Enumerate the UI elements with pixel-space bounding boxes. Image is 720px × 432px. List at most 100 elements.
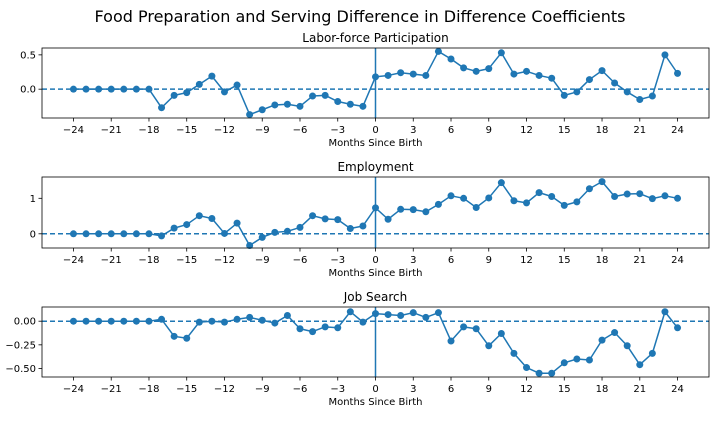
data-point bbox=[422, 208, 430, 216]
data-point bbox=[271, 101, 279, 109]
panel-title: Job Search bbox=[343, 290, 408, 304]
x-axis-label: Months Since Birth bbox=[328, 268, 422, 279]
data-point bbox=[460, 194, 468, 202]
data-point bbox=[158, 232, 166, 240]
data-point bbox=[95, 85, 103, 93]
data-point bbox=[69, 317, 77, 325]
x-tick-label: −6 bbox=[293, 384, 308, 395]
data-point bbox=[246, 313, 254, 321]
x-tick-label: −24 bbox=[63, 255, 84, 266]
data-point bbox=[472, 67, 480, 75]
x-tick-label: 15 bbox=[558, 125, 571, 136]
data-point bbox=[283, 100, 291, 108]
data-point bbox=[472, 325, 480, 333]
data-point bbox=[447, 337, 455, 345]
data-point bbox=[132, 230, 140, 238]
data-point bbox=[510, 197, 518, 205]
data-point bbox=[611, 79, 619, 87]
data-point bbox=[359, 222, 367, 230]
data-point bbox=[523, 199, 531, 207]
panel-3: Job Search −24 −21 −18 −15 −12 −9 −6 −3 0 3 6 9 12 15 1… bbox=[5, 290, 710, 408]
x-tick-label: 21 bbox=[633, 255, 646, 266]
data-point bbox=[460, 323, 468, 331]
data-point bbox=[246, 111, 254, 119]
x-tick-label: −12 bbox=[214, 255, 235, 266]
x-tick-label: 9 bbox=[486, 255, 492, 266]
data-point bbox=[674, 69, 682, 77]
data-point bbox=[648, 349, 656, 357]
data-point bbox=[233, 81, 241, 89]
data-point bbox=[573, 88, 581, 96]
data-point bbox=[409, 206, 417, 214]
data-point bbox=[346, 224, 354, 232]
x-tick-label: −12 bbox=[214, 384, 235, 395]
x-tick-label: 15 bbox=[558, 255, 571, 266]
data-point bbox=[523, 67, 531, 75]
data-point bbox=[648, 92, 656, 100]
data-point bbox=[296, 102, 304, 110]
x-tick-label: −18 bbox=[138, 125, 159, 136]
x-tick-label: 3 bbox=[410, 384, 416, 395]
data-point bbox=[183, 334, 191, 342]
data-point bbox=[535, 189, 543, 197]
data-point bbox=[384, 311, 392, 319]
x-tick-label: 21 bbox=[633, 125, 646, 136]
data-point bbox=[472, 204, 480, 212]
y-tick-label: 0.0 bbox=[20, 85, 36, 96]
data-point bbox=[82, 317, 90, 325]
data-point bbox=[258, 316, 266, 324]
data-point bbox=[598, 178, 606, 186]
x-tick-label: −21 bbox=[101, 125, 122, 136]
data-point bbox=[258, 233, 266, 241]
data-point bbox=[485, 194, 493, 202]
x-tick-label: 0 bbox=[372, 255, 378, 266]
data-point bbox=[510, 349, 518, 357]
data-point bbox=[334, 324, 342, 332]
x-axis-label: Months Since Birth bbox=[328, 397, 422, 408]
data-point bbox=[560, 91, 568, 99]
x-tick-label: 9 bbox=[486, 384, 492, 395]
data-point bbox=[208, 72, 216, 80]
data-point bbox=[497, 179, 505, 187]
data-point bbox=[321, 91, 329, 99]
data-point bbox=[485, 65, 493, 73]
data-point bbox=[674, 194, 682, 202]
figure-title: Food Preparation and Serving Difference … bbox=[95, 7, 626, 26]
data-point bbox=[183, 89, 191, 97]
data-point bbox=[372, 73, 379, 81]
data-point bbox=[208, 317, 216, 325]
data-point bbox=[321, 323, 329, 331]
data-point bbox=[145, 230, 153, 238]
x-tick-label: 12 bbox=[520, 384, 533, 395]
data-point bbox=[132, 317, 140, 325]
data-point bbox=[434, 47, 442, 55]
data-point bbox=[598, 336, 606, 344]
data-point bbox=[585, 356, 593, 364]
data-point bbox=[573, 198, 581, 206]
data-point bbox=[636, 361, 644, 369]
x-tick-label: 15 bbox=[558, 384, 571, 395]
panel-1: Labor-force Participation −24 −21 −18 −15 −12… bbox=[20, 31, 710, 149]
y-tick-label: −0.50 bbox=[5, 364, 36, 375]
data-point bbox=[120, 230, 128, 238]
data-point bbox=[460, 64, 468, 72]
data-point bbox=[309, 212, 317, 220]
data-point bbox=[523, 364, 531, 372]
data-point bbox=[422, 313, 430, 321]
data-point bbox=[132, 85, 140, 93]
x-tick-label: 18 bbox=[596, 125, 609, 136]
data-point bbox=[271, 319, 279, 327]
x-tick-label: 24 bbox=[671, 255, 684, 266]
data-point bbox=[648, 195, 656, 203]
data-point bbox=[95, 317, 103, 325]
data-point bbox=[623, 342, 631, 350]
x-tick-label: 6 bbox=[448, 255, 454, 266]
data-point bbox=[447, 55, 455, 63]
x-tick-label: 24 bbox=[671, 125, 684, 136]
x-tick-label: 21 bbox=[633, 384, 646, 395]
data-point bbox=[636, 190, 644, 198]
data-point bbox=[258, 106, 266, 114]
data-point bbox=[359, 318, 367, 326]
data-point bbox=[120, 85, 128, 93]
data-point bbox=[560, 359, 568, 367]
